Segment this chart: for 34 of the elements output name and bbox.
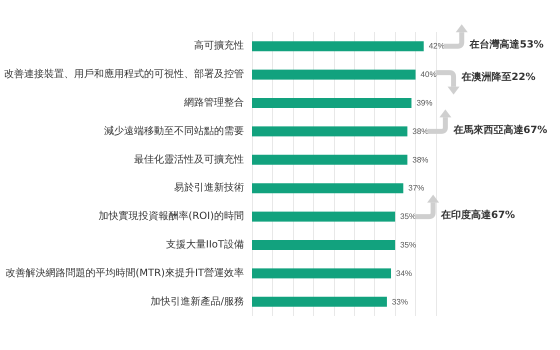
data-label: 39% — [416, 98, 432, 108]
y-tick-label: 網路管理整合 — [183, 96, 244, 108]
text: 在馬來西亞高達67% — [452, 124, 548, 136]
text: 在台灣高達53% — [468, 38, 544, 51]
y-tick-label: 減少遠端移動至不同站點的需要 — [104, 124, 244, 137]
y-tick-label: 改善解決網路問題的平均時間(MTR)來提升IT營運效率 — [5, 266, 244, 279]
y-tick-label: 加快實現投資報酬率(ROI)的時間 — [98, 210, 244, 222]
bar — [252, 154, 408, 165]
bar — [252, 296, 387, 307]
bar — [252, 240, 396, 250]
bar — [252, 98, 412, 108]
y-tick-label: 高可擴充性 — [194, 40, 244, 52]
bar — [252, 183, 404, 194]
bar — [252, 70, 416, 80]
y-tick-label: 加快引進新產品/服務 — [150, 295, 244, 308]
data-label: 34% — [396, 268, 412, 278]
data-label: 35% — [400, 240, 416, 250]
y-tick-label: 支援大量IIoT設備 — [166, 238, 244, 250]
data-label: 40% — [420, 70, 437, 80]
data-label: 38% — [412, 155, 428, 164]
data-label: 38% — [412, 126, 428, 136]
text: 在印度高達67% — [440, 209, 516, 222]
data-label: 42% — [428, 42, 445, 51]
data-label: 35% — [400, 212, 416, 222]
bar — [252, 212, 396, 222]
y-tick-label: 改善連接裝置、用戶和應用程式的可視性、部署及控管 — [4, 68, 244, 80]
y-tick-label: 易於引進新技術 — [174, 182, 244, 194]
data-label: 33% — [392, 297, 408, 306]
text: 在澳洲降至22% — [460, 71, 536, 84]
bar — [252, 41, 424, 52]
bar — [252, 126, 408, 136]
bar — [252, 268, 392, 278]
y-tick-label: 最佳化靈活性及可擴充性 — [134, 153, 244, 166]
data-label: 37% — [408, 184, 424, 193]
